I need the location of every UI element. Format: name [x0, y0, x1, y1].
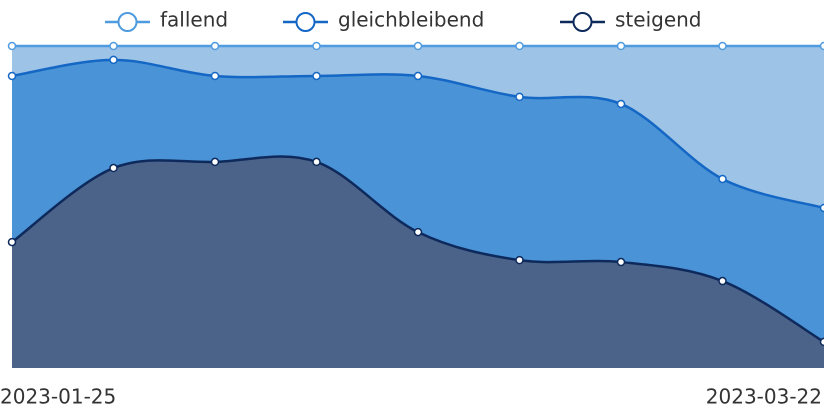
point — [616, 257, 626, 267]
legend-marker — [572, 12, 593, 32]
legend-item: fallend — [105, 8, 228, 32]
point — [413, 227, 423, 237]
legend-marker — [295, 12, 316, 32]
legend-label: steigend — [615, 8, 702, 32]
legend-item: steigend — [560, 8, 702, 32]
point — [210, 71, 220, 81]
area — [12, 156, 824, 368]
point — [312, 41, 321, 51]
point — [718, 41, 727, 51]
point — [7, 237, 17, 247]
legend-label: gleichbleibend — [338, 8, 484, 32]
point — [312, 71, 321, 81]
point — [819, 337, 824, 347]
point — [312, 157, 321, 167]
point — [413, 71, 423, 81]
point — [7, 41, 17, 51]
point — [616, 99, 626, 109]
area — [12, 46, 824, 208]
point — [210, 157, 220, 167]
point — [109, 55, 118, 65]
x-tick-label: 2023-03-22 — [706, 385, 822, 409]
point — [7, 71, 17, 81]
point — [515, 41, 524, 51]
point — [616, 41, 626, 51]
x-tick-label: 2023-01-25 — [0, 385, 116, 409]
point — [413, 41, 423, 51]
point — [819, 41, 824, 51]
point — [515, 255, 524, 265]
point — [718, 174, 727, 184]
point — [718, 276, 727, 286]
point — [819, 203, 824, 213]
point — [109, 163, 118, 173]
point — [515, 92, 524, 102]
point — [109, 41, 118, 51]
point — [210, 41, 220, 51]
legend-label: fallend — [160, 8, 228, 32]
area — [12, 59, 824, 342]
legend-marker — [117, 12, 138, 32]
legend-item: gleichbleibend — [283, 8, 484, 32]
